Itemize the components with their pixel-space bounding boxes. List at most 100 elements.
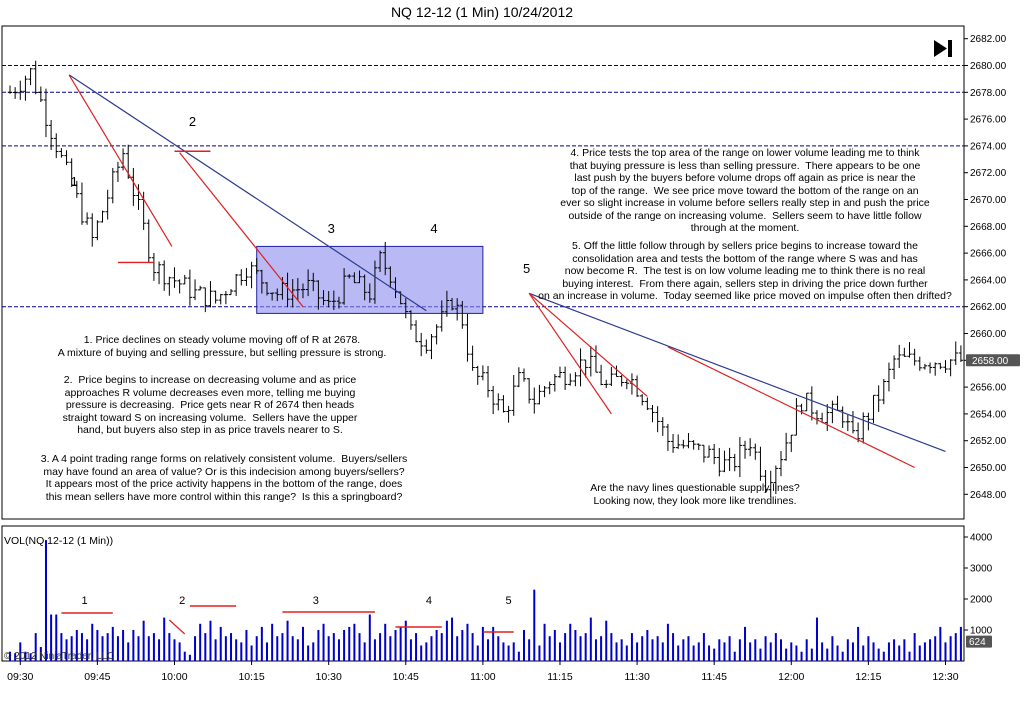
volume-bar <box>862 645 865 661</box>
volume-bar <box>893 639 896 661</box>
volume-bar <box>60 633 63 661</box>
volume-bar <box>147 636 150 661</box>
price-bar <box>511 374 516 416</box>
trading-range-box <box>256 245 484 314</box>
volume-bar <box>44 540 47 661</box>
volume-bar <box>235 639 238 661</box>
volume-bar <box>682 639 685 661</box>
volume-bar <box>846 639 849 661</box>
price-bar <box>789 434 794 452</box>
price-bar <box>54 133 59 159</box>
price-bar <box>475 365 480 385</box>
volume-bar <box>322 623 325 661</box>
price-bar <box>552 374 558 392</box>
volume-bar <box>471 633 474 661</box>
volume-bar <box>826 648 829 661</box>
copyright: © 2012 NinjaTrader, LLC <box>4 651 115 662</box>
price-bar <box>737 437 743 478</box>
volume-bar <box>245 630 248 661</box>
volume-bar <box>9 651 11 661</box>
price-bar <box>146 219 151 263</box>
price-bar <box>681 439 686 449</box>
volume-bar <box>512 642 515 661</box>
volume-bar <box>672 633 675 661</box>
price-tick-label: 2654.00 <box>970 409 1007 420</box>
price-bar <box>444 290 450 317</box>
volume-title: VOL(NQ 12-12 (1 Min)) <box>4 535 114 547</box>
price-bar <box>665 423 671 451</box>
volume-bar <box>934 636 937 661</box>
volume-bar <box>276 636 279 661</box>
volume-bar <box>158 639 161 661</box>
volume-bar <box>939 626 942 661</box>
volume-bar <box>708 645 711 661</box>
volume-bar <box>538 645 541 661</box>
volume-bar <box>589 617 592 661</box>
volume-bar <box>908 651 911 661</box>
price-bar <box>269 292 275 301</box>
volume-bar <box>291 636 294 661</box>
point-label: 5 <box>523 261 530 276</box>
price-bar <box>825 404 830 431</box>
volume-bar <box>445 620 448 661</box>
volume-bar <box>733 651 736 661</box>
volume-bar <box>363 642 366 661</box>
volume-bar <box>163 617 166 661</box>
price-bar <box>912 348 917 366</box>
price-bar <box>722 450 727 473</box>
volume-bar <box>923 642 926 661</box>
price-bar <box>48 120 54 150</box>
price-bar <box>830 400 835 424</box>
volume-bar <box>142 620 145 661</box>
price-bar <box>208 281 213 308</box>
volume-bar <box>610 633 613 661</box>
volume-bar <box>240 642 243 661</box>
price-bar <box>424 339 429 354</box>
volume-bar <box>548 636 551 661</box>
price-bar <box>768 470 773 498</box>
volume-bar <box>821 642 824 661</box>
price-bar <box>105 189 110 220</box>
skip-to-end-icon[interactable] <box>934 40 952 57</box>
price-bar <box>23 75 28 101</box>
price-bar <box>604 379 609 389</box>
price-bar <box>151 252 157 281</box>
point-label: 3 <box>328 221 335 236</box>
volume-bar <box>687 636 690 661</box>
price-bar <box>562 366 568 390</box>
volume-bar <box>451 617 454 661</box>
price-tick-label: 2676.00 <box>970 115 1007 126</box>
volume-bar <box>810 648 813 661</box>
price-bar <box>223 291 229 305</box>
volume-bar <box>199 623 202 661</box>
volume-bar <box>815 617 818 661</box>
volume-bar <box>666 623 669 661</box>
volume-bar <box>651 639 654 661</box>
red-trendline <box>667 346 915 469</box>
price-bar <box>619 375 624 387</box>
volume-bar <box>106 633 109 661</box>
price-bar <box>676 434 681 449</box>
price-bar <box>861 412 866 444</box>
volume-bar <box>564 633 567 661</box>
volume-bar <box>558 642 561 661</box>
volume-bar <box>543 623 546 661</box>
volume-bar <box>461 630 464 661</box>
price-bar <box>645 397 650 411</box>
volume-bar <box>831 636 834 661</box>
price-bar <box>526 378 532 404</box>
last-volume-box <box>966 635 992 648</box>
price-bar <box>835 395 840 411</box>
volume-bar <box>497 636 500 661</box>
price-bar <box>516 367 522 388</box>
price-bar <box>897 344 902 368</box>
volume-bar <box>887 642 890 661</box>
price-bar <box>480 365 486 381</box>
volume-bar <box>918 645 921 661</box>
price-bar <box>434 324 439 345</box>
price-bar <box>593 345 599 373</box>
volume-bar <box>127 642 130 661</box>
volume-bar <box>466 623 469 661</box>
annotation-3: 3. A 4 point trading range forms on rela… <box>40 453 408 503</box>
